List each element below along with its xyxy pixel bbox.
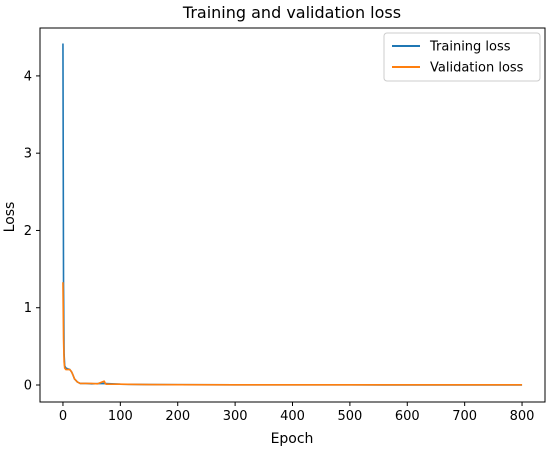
y-axis: 0 1 2 3 4 [24,69,40,394]
y-tick-label: 0 [24,379,32,394]
legend-box [383,32,541,82]
y-tick-label: 4 [24,69,32,84]
x-tick-label: 100 [108,409,133,424]
x-axis-title: Epoch [271,431,314,447]
x-tick-label: 600 [395,409,420,424]
plot-area [39,27,546,403]
x-tick-label: 500 [337,409,362,424]
x-tick-label: 400 [280,409,305,424]
series-line-training-loss [62,43,523,386]
legend-label-training-loss: Training loss [429,40,511,55]
y-tick-label: 1 [24,301,32,316]
y-tick-label: 2 [24,224,32,239]
y-tick-label: 3 [24,147,32,162]
legend-label-validation-loss: Validation loss [430,61,524,76]
series-line-validation-loss [62,282,523,386]
chart-title: Training and validation loss [182,3,401,22]
x-tick-label: 800 [510,409,535,424]
x-tick-label: 300 [223,409,248,424]
x-tick-label: 200 [165,409,190,424]
legend: Training loss Validation loss [383,32,541,82]
plot-frame [39,27,546,403]
x-axis: 0 100 200 300 400 500 600 700 800 [59,402,535,424]
x-tick-label: 700 [452,409,477,424]
y-axis-title: Loss [2,202,18,233]
x-tick-label: 0 [59,409,67,424]
